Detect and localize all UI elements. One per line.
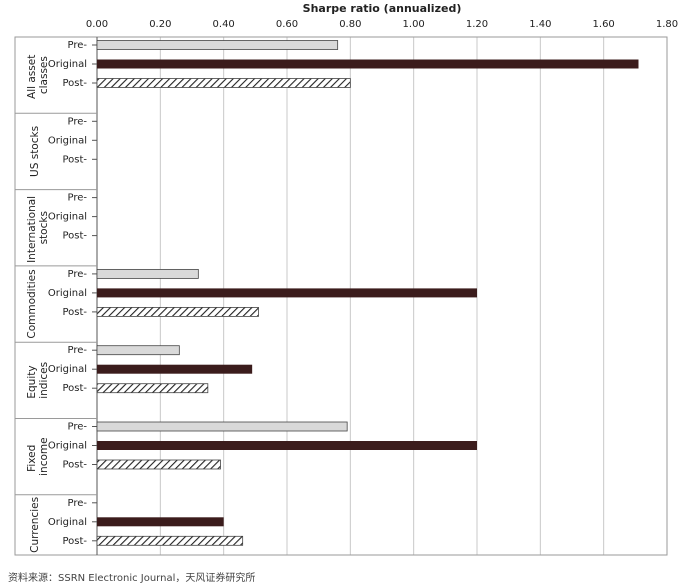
row-label: Pre- — [67, 116, 87, 127]
row-label: Pre- — [67, 193, 87, 204]
row-label: Pre- — [67, 269, 87, 280]
x-tick-label: 1.60 — [593, 19, 615, 30]
bar — [97, 517, 224, 527]
row-label: Original — [48, 364, 87, 375]
row-label: Post- — [62, 536, 87, 547]
bar — [96, 383, 209, 394]
category-label: US stocks — [29, 126, 41, 177]
row-label: Post- — [62, 154, 87, 165]
bar — [96, 306, 259, 317]
row-label: Pre- — [67, 498, 87, 509]
x-tick-label: 0.20 — [149, 19, 171, 30]
bar — [96, 421, 348, 432]
bar — [97, 59, 639, 69]
row-label: Original — [48, 59, 87, 70]
row-label: Original — [48, 212, 87, 223]
x-tick-label: 1.80 — [656, 19, 678, 30]
row-label: Post- — [62, 383, 87, 394]
x-tick-label: 1.40 — [529, 19, 551, 30]
bar — [97, 364, 253, 374]
row-label: Original — [48, 288, 87, 299]
bar — [96, 268, 199, 279]
row-label: Pre- — [67, 40, 87, 51]
category-label: All asset classes — [26, 51, 50, 99]
category-label: International stocks — [26, 193, 50, 263]
row-label: Post- — [62, 307, 87, 318]
row-label: Original — [48, 441, 87, 452]
row-label: Post- — [62, 460, 87, 471]
x-tick-label: 1.00 — [403, 19, 425, 30]
bar — [96, 40, 339, 50]
chart-title: Sharpe ratio (annualized) — [303, 2, 462, 15]
bar — [97, 441, 477, 450]
row-label: Pre- — [67, 422, 87, 433]
source-note: 资料来源：SSRN Electronic Journal，天风证券研究所 — [8, 571, 255, 584]
bar — [97, 288, 477, 298]
row-label: Post- — [62, 231, 87, 242]
category-label: Equity indices — [26, 362, 50, 399]
category-label: Commodities — [26, 269, 38, 338]
row-label: Post- — [62, 78, 87, 89]
row-label: Pre- — [67, 345, 87, 356]
row-label: Original — [48, 135, 87, 146]
category-label: Fixed income — [26, 437, 50, 475]
row-label: Original — [48, 517, 87, 528]
x-tick-label: 1.20 — [466, 19, 488, 30]
x-tick-label: 0.00 — [86, 19, 108, 30]
x-tick-label: 0.40 — [213, 19, 235, 30]
bar — [96, 345, 180, 356]
category-label: Currencies — [29, 497, 41, 553]
x-tick-label: 0.60 — [276, 19, 298, 30]
bar — [96, 459, 221, 470]
x-tick-label: 0.80 — [339, 19, 361, 30]
bar — [96, 535, 244, 546]
bar — [96, 78, 351, 88]
plot-frame — [14, 36, 668, 556]
